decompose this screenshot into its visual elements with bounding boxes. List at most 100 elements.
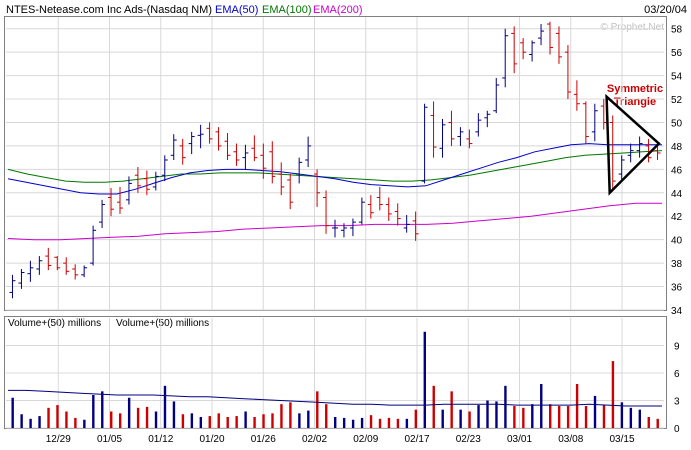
volume-bar (513, 406, 516, 428)
annotation-line-1: Symmetric (607, 83, 663, 95)
volume-bar (557, 406, 561, 428)
ohlc-bar (394, 203, 401, 226)
volume-bar (145, 406, 149, 428)
ohlc-bar (233, 143, 240, 166)
volume-tick-label: 9 (674, 342, 680, 353)
volume-title-2: Volume+(50) millions (116, 318, 209, 329)
ohlc-bar (367, 195, 374, 219)
volume-bar (450, 391, 453, 428)
ohlc-bar (251, 135, 258, 162)
volume-bar (92, 395, 95, 428)
volume-bar (101, 391, 104, 428)
price-tick-label: 42 (671, 212, 683, 223)
ohlc-bar (547, 21, 554, 55)
ohlc-bar (538, 24, 545, 46)
price-panel (4, 16, 667, 311)
volume-bar (235, 416, 238, 428)
volume-bar (378, 418, 382, 428)
ohlc-bar (555, 26, 562, 64)
ohlc-bar (609, 115, 616, 191)
ohlc-bar (99, 199, 106, 228)
volume-bar (459, 409, 462, 428)
volume-bar (549, 404, 552, 428)
chart-date: 03/20/04 (644, 4, 687, 16)
ohlc-bar (170, 134, 177, 160)
ohlc-bar (242, 144, 249, 170)
volume-bar (127, 397, 131, 428)
ohlc-bar (340, 223, 347, 238)
ohlc-bar (376, 186, 383, 211)
volume-bar (56, 405, 59, 428)
volume-bar (486, 400, 489, 428)
volume-bar (20, 414, 23, 428)
date-tick-label: 02/02 (302, 434, 327, 445)
ohlc-bar (72, 264, 79, 280)
volume-bar (360, 417, 364, 428)
volume-bar (325, 404, 328, 428)
ohlc-bar (412, 211, 419, 241)
volume-bar (118, 413, 122, 428)
ohlc-bar (269, 141, 276, 184)
ohlc-bar (314, 169, 321, 207)
ohlc-bar (484, 110, 491, 128)
volume-bar (280, 404, 283, 428)
ohlc-bar (90, 225, 97, 266)
date-tick-label: 12/29 (46, 434, 71, 445)
ohlc-bar (125, 176, 132, 205)
ohlc-bar (188, 131, 195, 155)
watermark: © Prophet.Net (600, 22, 664, 33)
ohlc-bar (573, 80, 580, 111)
volume-bar (342, 417, 346, 428)
ohlc-bar (45, 247, 52, 271)
volume-bar (226, 417, 229, 428)
ohlc-bar (502, 28, 509, 88)
ohlc-bar (63, 257, 70, 275)
volume-bar (172, 401, 176, 428)
volume-bar (656, 418, 659, 428)
volume-bar (11, 397, 14, 428)
volume-bar (468, 411, 471, 428)
volume-bar (253, 417, 256, 428)
ohlc-bar (143, 170, 150, 196)
date-tick-label: 02/09 (353, 434, 378, 445)
ohlc-bar (179, 138, 186, 165)
ohlc-bar (332, 219, 338, 238)
volume-bar (334, 417, 337, 428)
date-tick-label: 02/23 (456, 434, 481, 445)
ohlc-bar (152, 171, 159, 191)
volume-bar (38, 416, 41, 428)
ohlc-bar (161, 155, 168, 182)
volume-bar (83, 419, 86, 428)
volume-bar (387, 417, 391, 428)
volume-bar (620, 402, 624, 428)
ohlc-bar (582, 101, 589, 144)
volume-bar (405, 418, 409, 428)
volume-bar (504, 385, 507, 428)
ema50-line (7, 143, 662, 195)
volume-bar (29, 418, 32, 428)
price-tick-label: 36 (671, 283, 683, 294)
volume-bar (414, 409, 418, 428)
volume-bar (611, 361, 615, 428)
volume-bar (638, 409, 642, 428)
price-tick-label: 52 (671, 95, 683, 106)
price-tick-label: 44 (671, 189, 683, 200)
volume-bar (163, 385, 167, 428)
ohlc-bar (134, 167, 141, 193)
volume-bar (289, 402, 292, 428)
ohlc-bar (206, 122, 213, 144)
volume-bar (566, 406, 570, 428)
volume-bar (199, 417, 203, 428)
ema100-line (7, 150, 663, 183)
date-tick-label: 03/01 (507, 434, 532, 445)
ohlc-bar (475, 113, 482, 137)
ohlc-bar (627, 143, 634, 163)
ohlc-bar (457, 127, 464, 146)
volume-bar (629, 407, 633, 428)
ohlc-bar (224, 133, 231, 160)
date-tick-label: 01/12 (148, 434, 173, 445)
legend-ema200: EMA(200) (313, 4, 363, 16)
volume-bar (477, 405, 480, 428)
date-tick-label: 03/15 (609, 434, 634, 445)
